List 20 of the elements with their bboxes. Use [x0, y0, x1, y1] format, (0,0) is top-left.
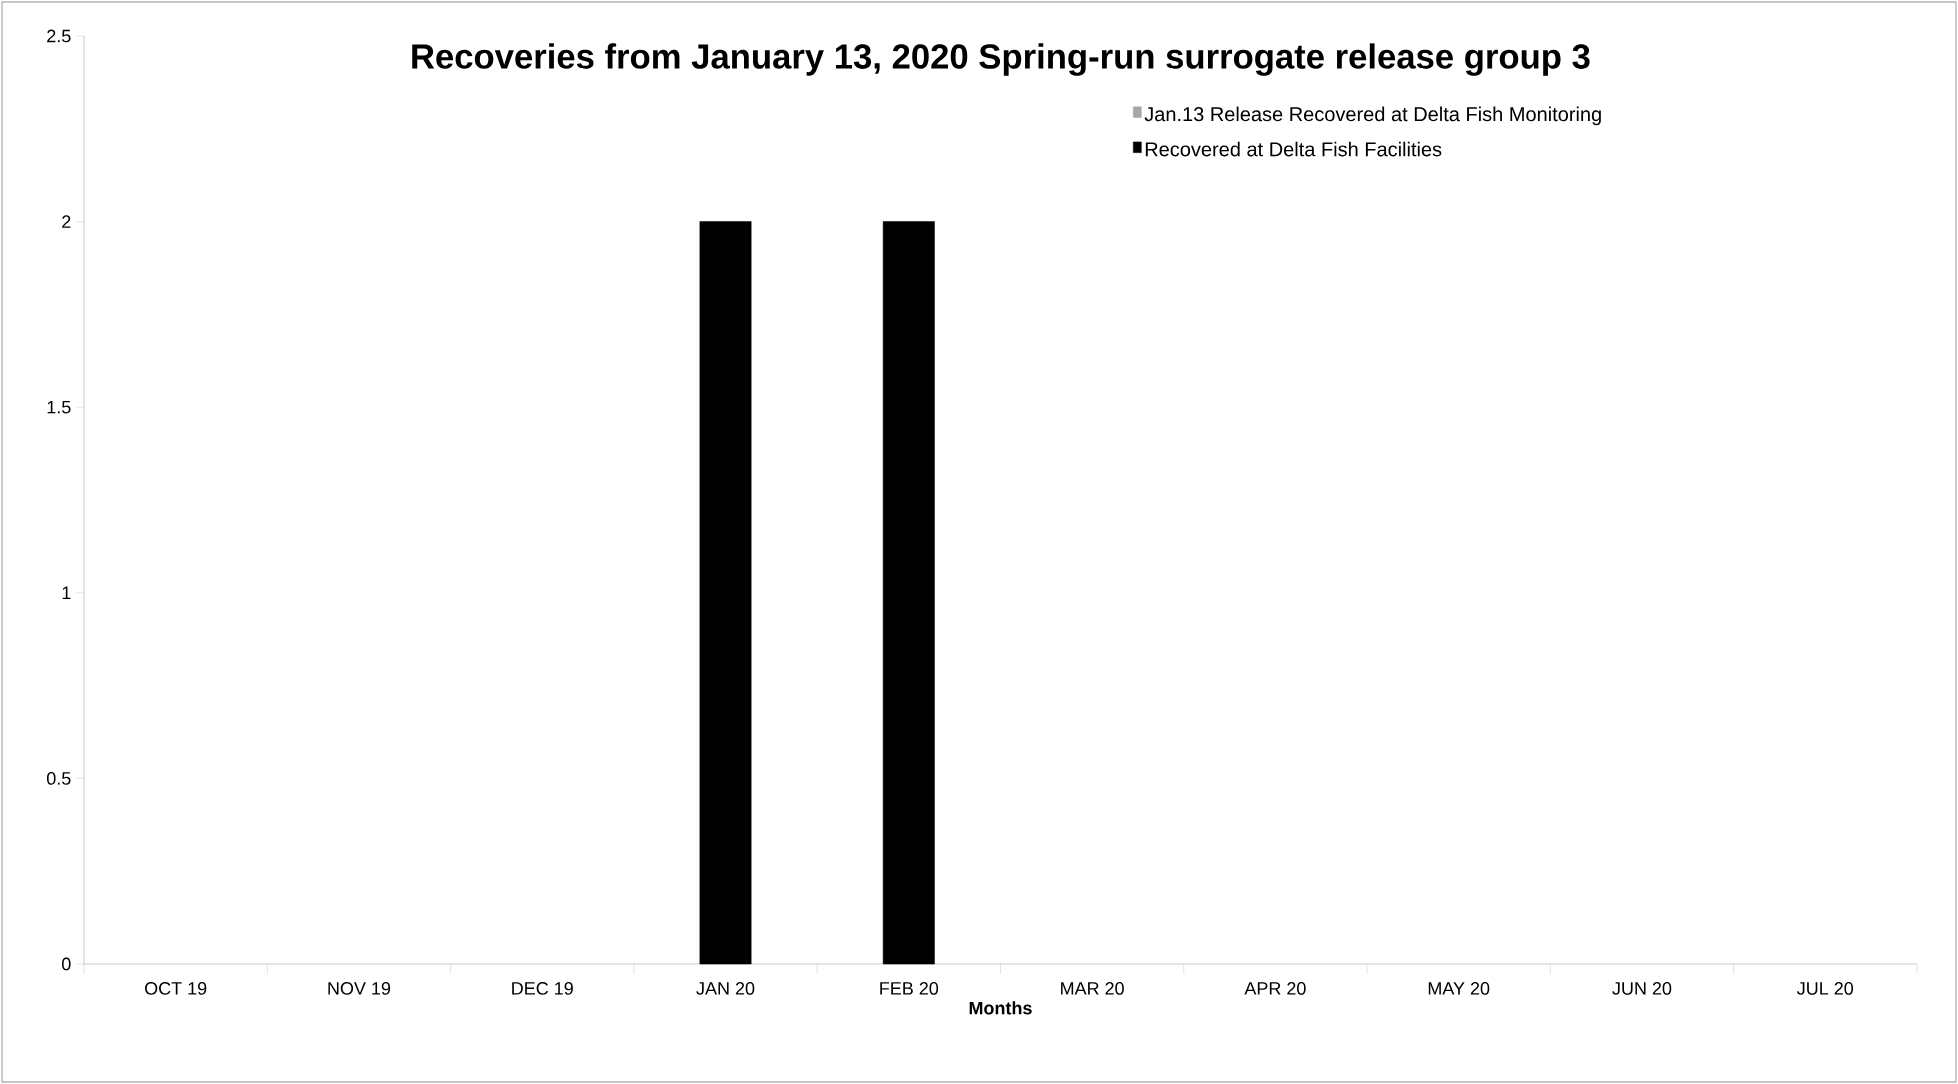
chart-title: Recoveries from January 13, 2020 Spring-run surrogate release group 3 [412, 43, 1590, 76]
x-axis-title: Months [969, 1001, 1032, 1015]
x-tick-label: MAR 20 [1061, 982, 1124, 995]
y-tick-label: 0.5 [46, 772, 71, 785]
x-tick-label: OCT 19 [145, 982, 207, 995]
y-tick-label: 1.5 [47, 400, 71, 414]
x-tick-label: JUN 20 [1612, 982, 1672, 995]
legend-label: Recovered at Delta Fish Facilities [1145, 141, 1442, 157]
y-tick-label: 2.5 [47, 29, 71, 43]
x-tick-label: DEC 19 [512, 982, 573, 995]
x-tick-label: APR 20 [1244, 982, 1306, 995]
y-tick-label: 2 [62, 215, 71, 228]
x-tick-label: MAY 20 [1428, 982, 1490, 995]
y-tick-label: 1 [62, 586, 71, 599]
y-tick-label: 0 [62, 957, 71, 971]
legend-label: Jan.13 Release Recovered at Delta Fish Monitoring [1144, 106, 1601, 126]
x-tick-label: NOV 19 [328, 982, 391, 995]
x-tick-label: JAN 20 [696, 982, 755, 995]
x-tick-label: JUL 20 [1797, 982, 1854, 995]
x-tick-label: FEB 20 [880, 982, 939, 995]
